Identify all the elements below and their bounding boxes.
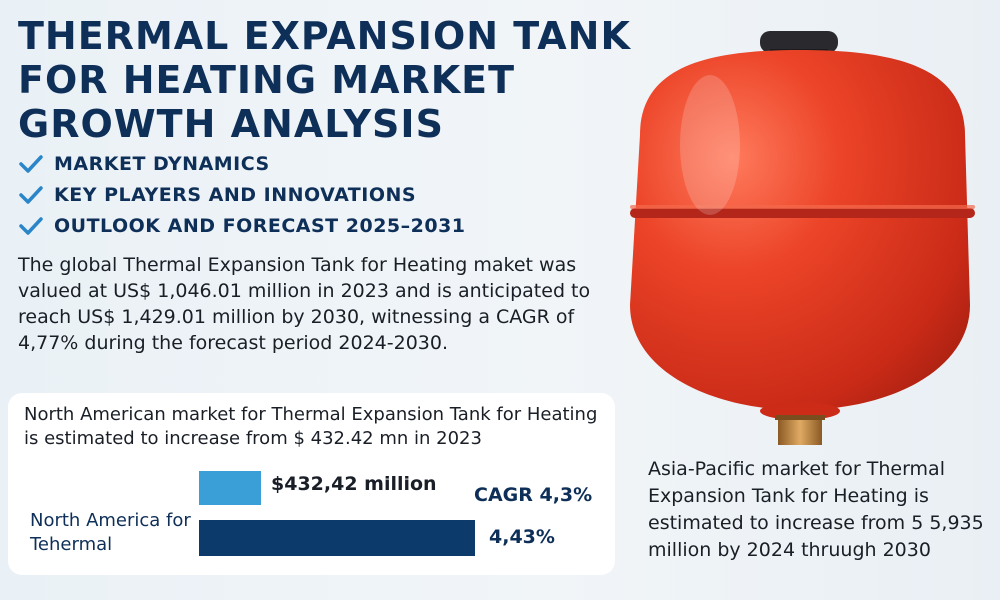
bar-forecast-value-label: 4,43% xyxy=(489,526,555,548)
list-item: MARKET DYNAMICS xyxy=(18,148,466,179)
expansion-tank-illustration xyxy=(630,31,975,445)
north-america-card: North American market for Thermal Expans… xyxy=(8,393,615,575)
list-item-label: OUTLOOK AND FORECAST 2025–2031 xyxy=(54,214,466,237)
list-item-label: KEY PLAYERS AND INNOVATIONS xyxy=(54,183,417,206)
list-item: KEY PLAYERS AND INNOVATIONS xyxy=(18,179,466,210)
north-america-label: North America for Tehermal xyxy=(30,510,191,555)
check-icon xyxy=(19,154,43,173)
cagr-label: CAGR 4,3% xyxy=(474,484,593,506)
asia-pacific-description: Asia-Pacific market for Thermal Expansio… xyxy=(648,458,984,561)
north-america-description: North American market for Thermal Expans… xyxy=(24,404,598,449)
bar-2023-value-label: $432,42 million xyxy=(271,473,437,495)
list-item: OUTLOOK AND FORECAST 2025–2031 xyxy=(18,210,466,241)
bar-2023 xyxy=(199,471,261,505)
list-item-label: MARKET DYNAMICS xyxy=(54,152,270,175)
page-title: THERMAL EXPANSION TANK FOR HEATING MARKE… xyxy=(18,14,631,146)
intro-paragraph: The global Thermal Expansion Tank for He… xyxy=(18,254,591,354)
bar-forecast xyxy=(199,520,475,556)
check-icon xyxy=(19,216,43,235)
feature-list: MARKET DYNAMICS KEY PLAYERS AND INNOVATI… xyxy=(18,148,466,241)
check-icon xyxy=(19,185,43,204)
